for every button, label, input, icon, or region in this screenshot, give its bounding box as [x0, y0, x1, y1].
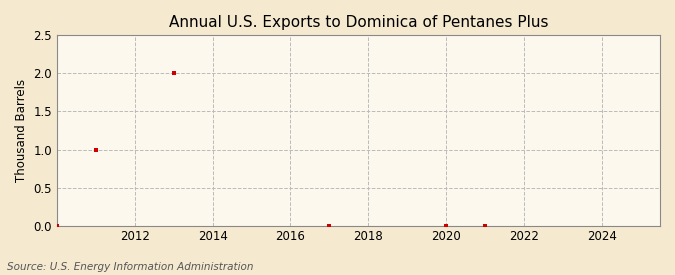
Text: Source: U.S. Energy Information Administration: Source: U.S. Energy Information Administ…: [7, 262, 253, 272]
Point: [168, 71, 179, 76]
Point: [441, 224, 452, 228]
Point: [90, 147, 101, 152]
Title: Annual U.S. Exports to Dominica of Pentanes Plus: Annual U.S. Exports to Dominica of Penta…: [169, 15, 548, 30]
Point: [479, 224, 490, 228]
Point: [324, 224, 335, 228]
Point: [52, 224, 63, 228]
Y-axis label: Thousand Barrels: Thousand Barrels: [15, 79, 28, 182]
